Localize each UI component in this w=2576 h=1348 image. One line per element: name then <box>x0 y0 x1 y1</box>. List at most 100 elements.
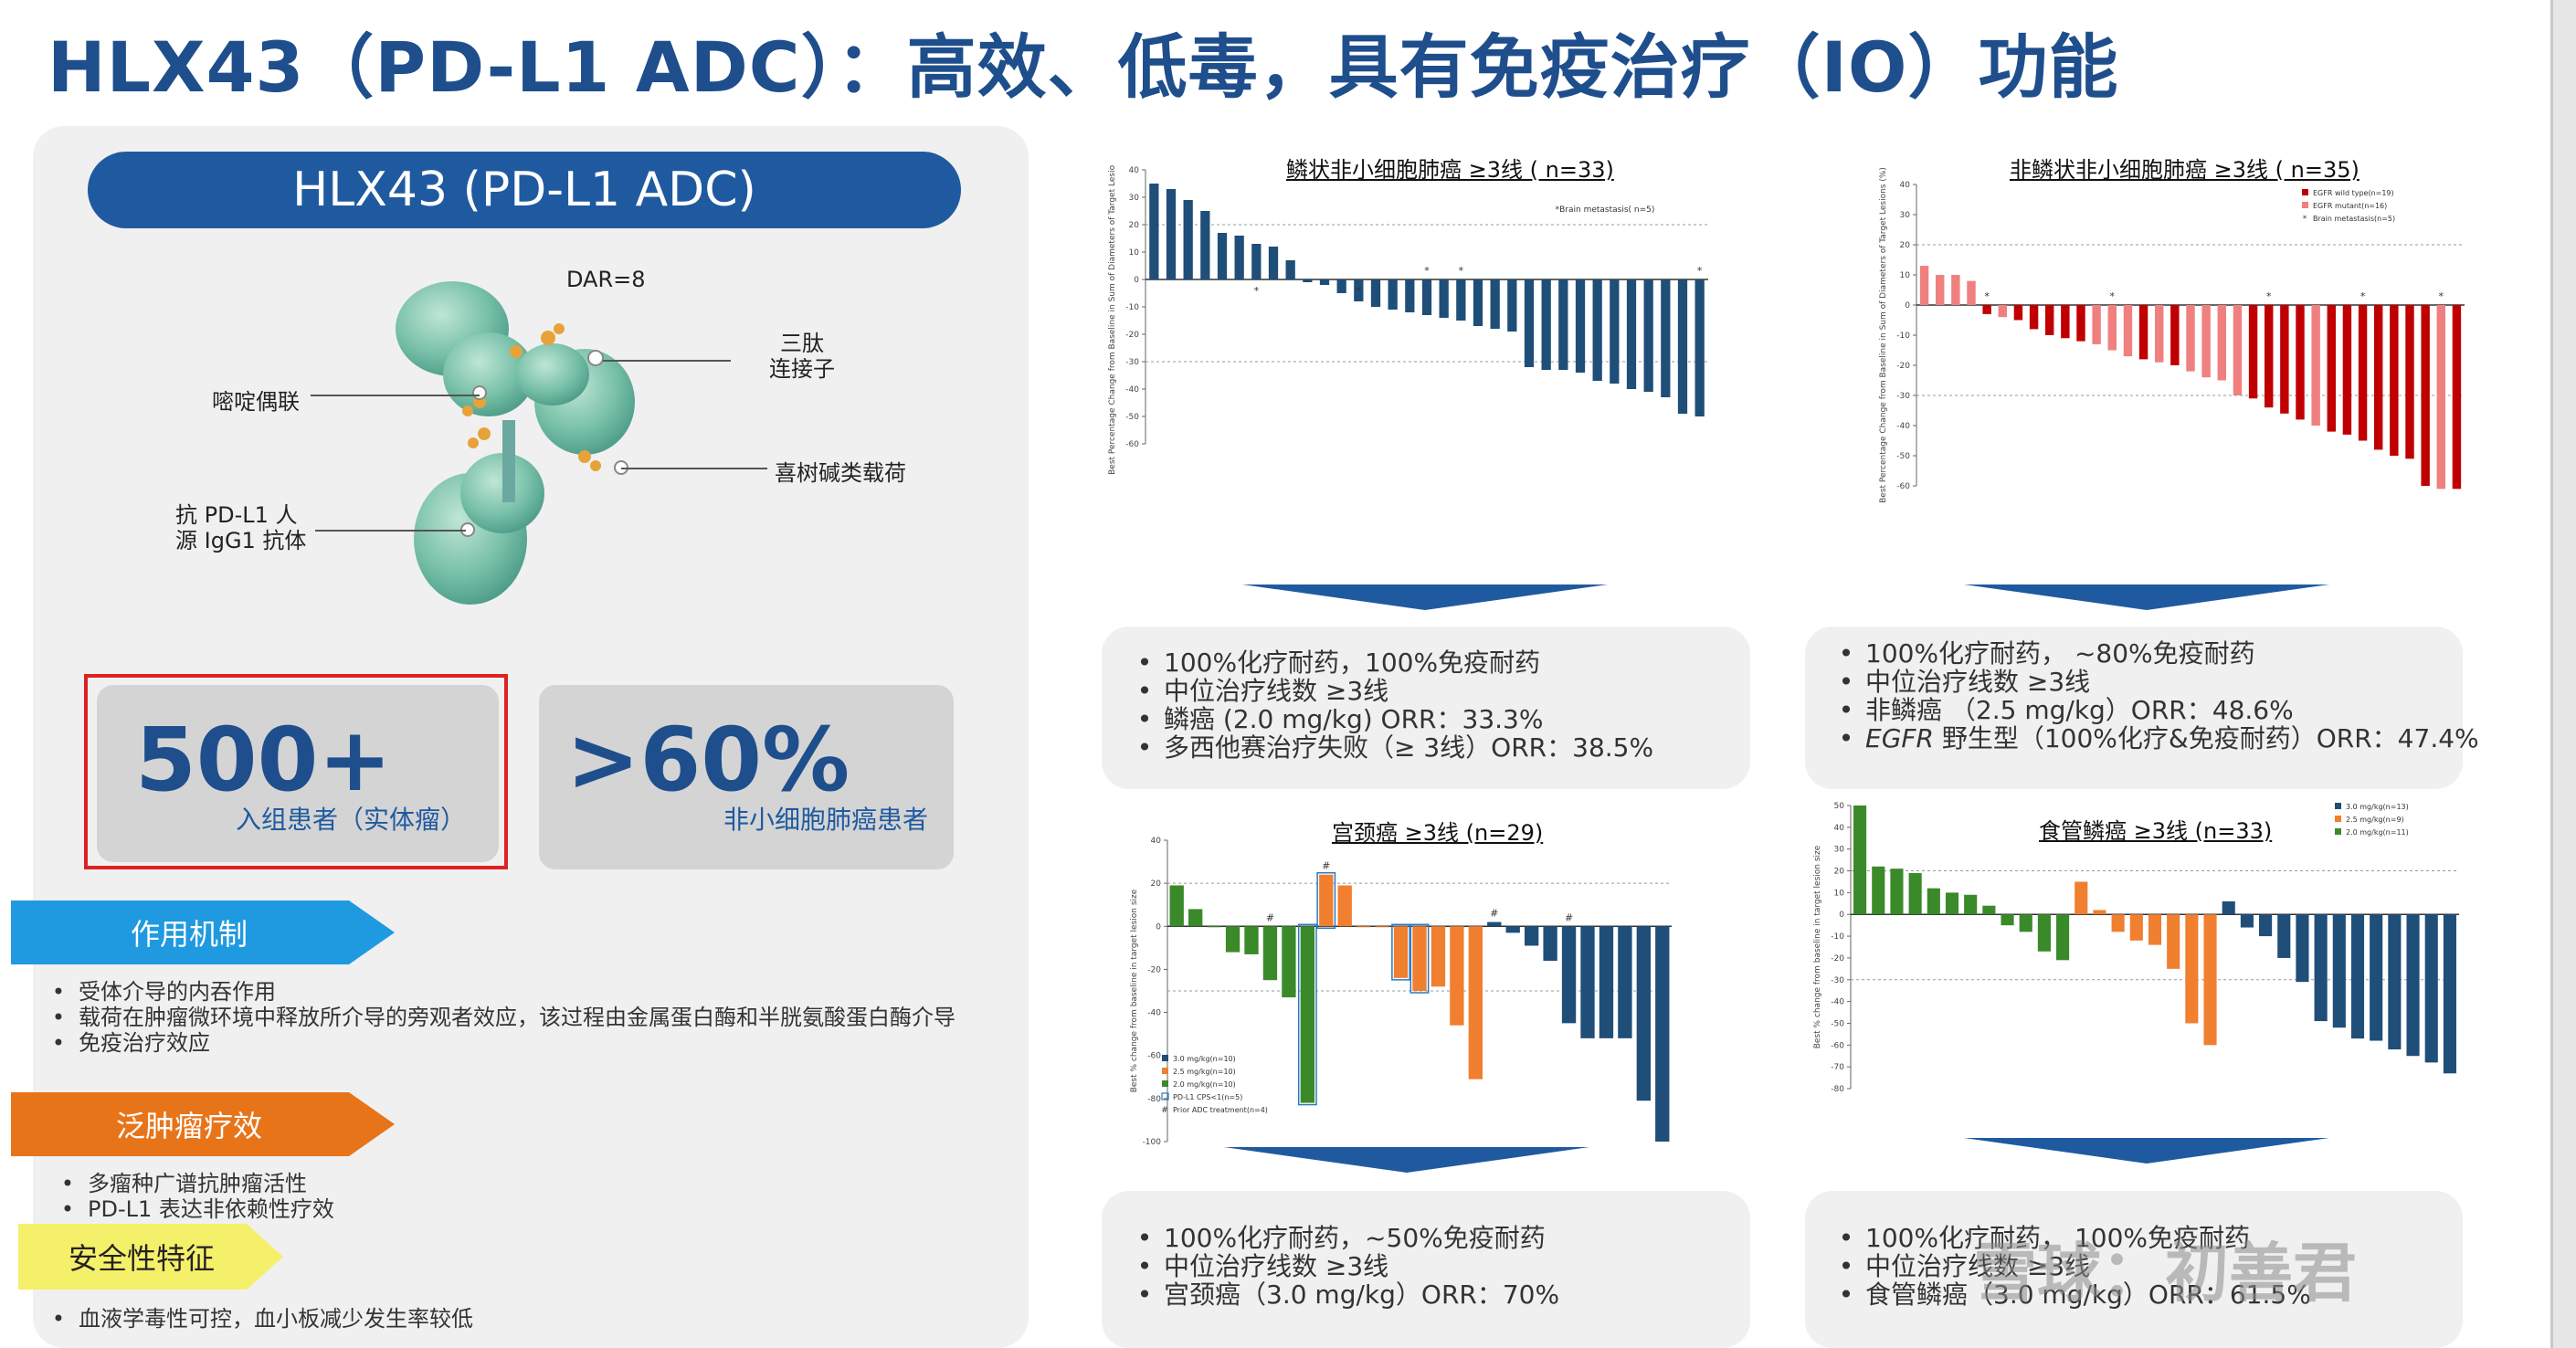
marker-symbol: * <box>1459 265 1464 277</box>
waterfall-bar <box>2358 305 2368 441</box>
legend-swatch <box>1162 1055 1168 1061</box>
watermark: 雪球：初善君 <box>1973 1236 2357 1311</box>
waterfall-bar <box>2374 305 2383 450</box>
waterfall-bar <box>1927 888 1940 915</box>
waterfall-bar <box>1149 184 1159 279</box>
down-arrow-icon <box>1242 584 1608 610</box>
scrollbar[interactable] <box>2550 0 2576 1348</box>
waterfall-bar <box>2148 914 2162 945</box>
pan-tumor-tag: 泛肿瘤疗效 <box>115 1109 262 1143</box>
marker-symbol: # <box>1322 860 1330 872</box>
chart-title-nsq: 非鳞状非小细胞肺癌 ≥3线 ( n=35) <box>2010 157 2360 183</box>
waterfall-bar <box>1967 280 1976 305</box>
legend-label: Prior ADC treatment(n=4) <box>1173 1106 1268 1114</box>
waterfall-bar <box>1244 926 1259 954</box>
waterfall-bar <box>1655 926 1670 1142</box>
y-tick-label: 0 <box>1905 301 1910 311</box>
stat-box-patients: 500+ 入组患者（实体瘤） <box>97 685 499 862</box>
y-tick-label: 50 <box>1834 802 1845 811</box>
waterfall-bar <box>2138 305 2148 360</box>
waterfall-bar <box>2186 305 2195 372</box>
y-axis-label: Best Percentage Change from Baseline in … <box>1879 167 1888 503</box>
waterfall-bar <box>2222 900 2235 915</box>
summary-box-sq: 100%化疗耐药，100%免疫耐药 中位治疗线数 ≥3线 鳞癌 (2.0 mg/… <box>1102 627 1750 789</box>
summary-bullet: 100%化疗耐药， 100%免疫耐药 <box>1827 1224 2250 1252</box>
down-arrow-icon <box>1964 584 2329 610</box>
marker-symbol: * <box>2439 290 2444 302</box>
waterfall-bar <box>1661 279 1671 397</box>
mechanism-tag-shape <box>11 900 395 964</box>
waterfall-bar <box>2350 914 2365 1039</box>
waterfall-bar <box>1524 279 1535 367</box>
legend-label: 2.5 mg/kg(n=9) <box>2346 816 2404 824</box>
waterfall-bar <box>1336 279 1346 293</box>
waterfall-bar <box>1473 279 1483 326</box>
legend-swatch <box>2335 828 2341 835</box>
waterfall-bar <box>2248 305 2258 399</box>
waterfall-bar <box>2296 914 2309 983</box>
peptide-linker-label: 三肽 连接子 <box>769 331 835 382</box>
y-tick-label: 20 <box>1151 879 1162 889</box>
waterfall-bar <box>2424 914 2438 1063</box>
summary-bullet: 中位治疗线数 ≥3线 <box>1827 1252 2090 1280</box>
waterfall-bar <box>1599 926 1614 1038</box>
stat-number: 500+ <box>135 709 392 811</box>
waterfall-bar <box>2129 914 2143 941</box>
y-tick-label: 0 <box>1839 911 1844 920</box>
waterfall-bar <box>2111 914 2125 932</box>
waterfall-bar <box>2390 305 2399 456</box>
waterfall-bar <box>1643 279 1653 392</box>
callout-line <box>311 395 480 396</box>
y-tick-label: -60 <box>1831 1041 1844 1050</box>
y-tick-label: 20 <box>1834 868 1845 877</box>
y-tick-label: -20 <box>1147 965 1161 974</box>
marker-symbol: * <box>2110 290 2116 302</box>
waterfall-bar <box>1456 279 1466 321</box>
waterfall-bar <box>2311 305 2320 426</box>
stat-caption: 非小细胞肺癌患者 <box>723 805 928 835</box>
legend-swatch <box>2335 803 2341 809</box>
safety-tag: 安全性特征 <box>68 1241 215 1276</box>
summary-bullet: 食管鳞癌（3.0 mg/kg）ORR：61.5% <box>1827 1280 2311 1309</box>
waterfall-bar <box>1431 926 1446 987</box>
waterfall-bar <box>2167 914 2180 969</box>
waterfall-bar <box>2240 914 2254 928</box>
summary-box-esoph: 100%化疗耐药， 100%免疫耐药 中位治疗线数 ≥3线 食管鳞癌（3.0 m… <box>1805 1191 2463 1348</box>
chart-title-esoph: 食管鳞癌 ≥3线 (n=33) <box>2039 818 2273 844</box>
waterfall-bar <box>1188 909 1203 927</box>
waterfall-bar <box>1964 894 1978 915</box>
egfr-text: 野生型（100%化疗&免疫耐药）ORR：47.4% <box>1933 723 2479 753</box>
legend-swatch <box>2335 816 2341 822</box>
y-tick-label: 0 <box>1156 922 1161 932</box>
callout-line <box>621 468 767 469</box>
y-tick-label: -40 <box>1831 998 1844 1007</box>
y-tick-label: -40 <box>1147 1009 1161 1018</box>
y-tick-label: 10 <box>1129 248 1140 258</box>
marker-symbol: * <box>1424 265 1430 277</box>
pyrimidine-label: 嘧啶偶联 <box>212 389 300 415</box>
cps-box-marker <box>1391 923 1410 981</box>
waterfall-bar <box>1421 279 1432 315</box>
summary-bullet: 中位治疗线数 ≥3线 <box>1125 677 1388 705</box>
cps-box-marker <box>1297 923 1317 1106</box>
legend-swatch <box>2302 202 2308 208</box>
waterfall-bar <box>1951 275 1960 305</box>
product-pill: HLX43 (PD-L1 ADC) <box>88 152 961 228</box>
waterfall-bar <box>2155 305 2164 363</box>
y-tick-label: -10 <box>1896 332 1910 341</box>
cps-box-marker <box>1316 871 1336 930</box>
waterfall-bar <box>1388 279 1398 310</box>
waterfall-bar <box>1507 279 1517 332</box>
chart-title-cervical: 宫颈癌 ≥3线 (n=29) <box>1332 820 1544 846</box>
waterfall-bar <box>1919 266 1929 305</box>
waterfall-bar <box>1575 279 1586 373</box>
page-title: HLX43（PD-L1 ADC）：高效、低毒，具有免疫治疗（IO）功能 <box>48 26 2119 108</box>
waterfall-bar <box>1200 211 1210 279</box>
y-tick-label: -50 <box>1896 452 1910 461</box>
summary-bullet: 鳞癌 (2.0 mg/kg) ORR：33.3% <box>1125 705 1543 733</box>
summary-box-cervical: 100%化疗耐药，~50%免疫耐药 中位治疗线数 ≥3线 宫颈癌（3.0 mg/… <box>1102 1191 1750 1348</box>
marker-symbol: * <box>1357 285 1362 297</box>
chart-title-sq: 鳞状非小细胞肺癌 ≥3线 ( n=33) <box>1286 157 1614 183</box>
marker-symbol: # <box>1565 911 1573 923</box>
marker-symbol: * <box>1254 285 1260 297</box>
